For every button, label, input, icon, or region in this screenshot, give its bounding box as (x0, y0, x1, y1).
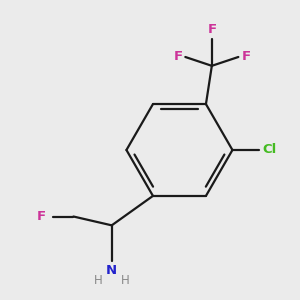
Text: H: H (121, 274, 129, 287)
Text: F: F (173, 50, 182, 64)
Text: Cl: Cl (262, 143, 276, 157)
Text: F: F (207, 23, 216, 36)
Text: N: N (106, 264, 117, 277)
Text: F: F (36, 210, 46, 223)
Text: H: H (94, 274, 103, 287)
Text: F: F (241, 50, 250, 64)
